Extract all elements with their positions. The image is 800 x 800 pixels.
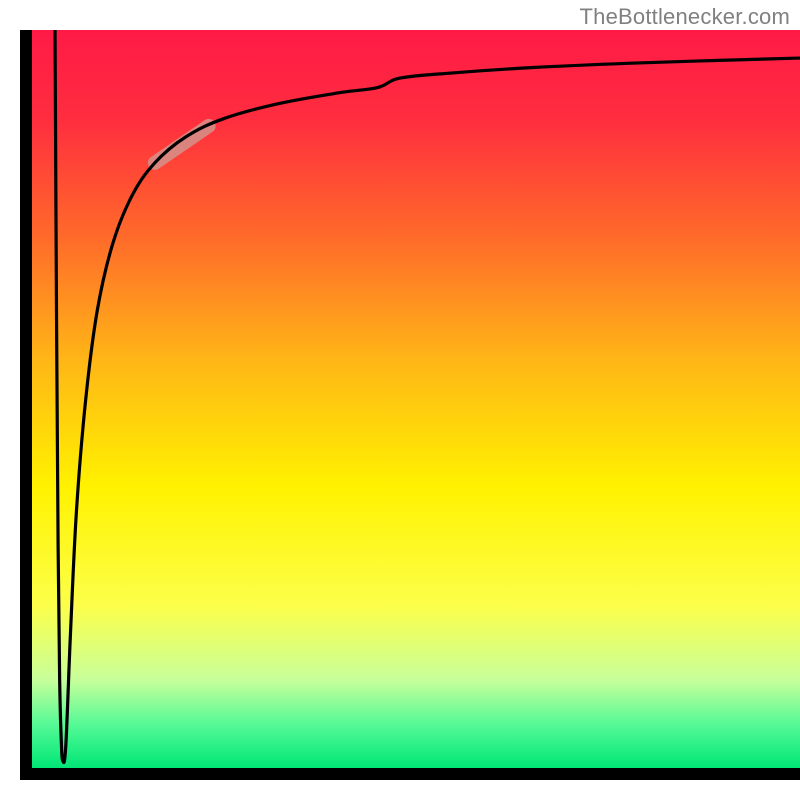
watermark-label: TheBottlenecker.com	[580, 4, 790, 30]
chart-container: TheBottlenecker.com	[0, 0, 800, 800]
gradient-background	[32, 30, 800, 768]
chart-plot	[32, 30, 800, 768]
y-axis-line	[20, 30, 32, 780]
x-axis-line	[20, 768, 800, 780]
